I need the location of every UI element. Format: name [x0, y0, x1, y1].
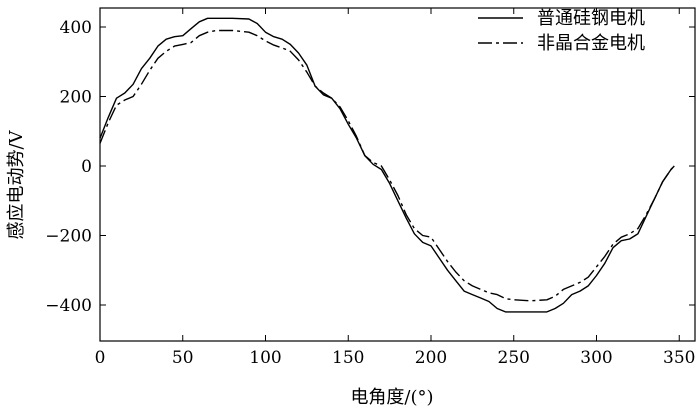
series-line-1: [99, 17, 675, 313]
x-tick-label: 50: [172, 348, 194, 368]
x-tick-label: 0: [95, 348, 106, 368]
x-axis-label: 电角度/(°): [350, 387, 433, 408]
y-axis-label: 感应电动势/V: [6, 129, 27, 239]
y-tick-label: −400: [45, 296, 92, 316]
x-tick-label: 100: [249, 348, 281, 368]
y-tick-label: −200: [45, 227, 92, 247]
series-layer: [99, 17, 675, 313]
legend-label-2: 非晶合金电机: [537, 33, 645, 54]
axes: [99, 7, 696, 342]
y-tick-label: 0: [81, 157, 92, 177]
ticks: 0 50 100 150 200 250 300 350 −400 −200 0 200 400: [45, 8, 695, 368]
x-tick-label: 350: [663, 348, 695, 368]
y-tick-label: 200: [60, 88, 92, 108]
x-tick-label: 250: [498, 348, 530, 368]
x-tick-label: 200: [415, 348, 447, 368]
series-line-2: [99, 29, 675, 302]
legend-label-1: 普通硅钢电机: [537, 8, 645, 29]
plot-frame: [99, 7, 696, 342]
x-tick-label: 150: [332, 348, 364, 368]
x-tick-label: 300: [580, 348, 612, 368]
y-tick-label: 400: [60, 18, 92, 38]
